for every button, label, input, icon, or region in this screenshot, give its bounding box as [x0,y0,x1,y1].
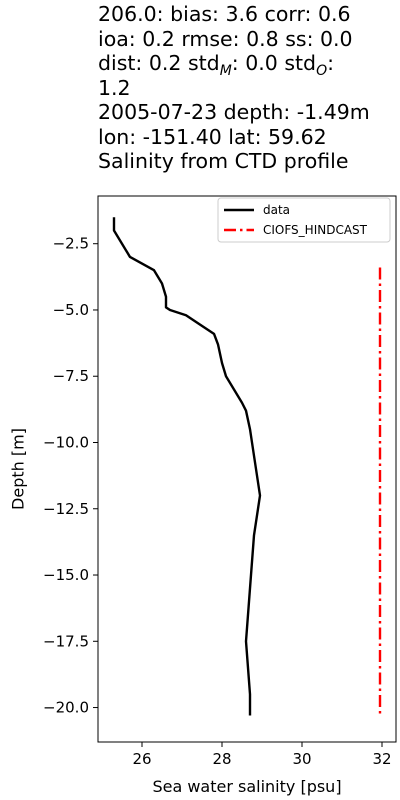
y-tick-label: −7.5 [53,367,89,385]
title-line: dist: 0.2 stdM: 0.0 stdO: [98,51,335,80]
title-line: 1.2 [98,75,131,100]
y-axis: −2.5 −5.0 −7.5 −10.0 −12.5 −15.0 −17.5 −20.0 [43,235,98,717]
series-data-line [112,217,262,716]
y-tick-label: −15.0 [43,566,89,584]
y-tick-label: −12.5 [43,500,89,518]
axes-frame [97,195,397,743]
title-line: 2005-07-23 depth: -1.49m [98,100,370,124]
x-axis: 26 28 30 32 [132,742,392,768]
x-tick-label: 26 [132,750,151,768]
chart-title: 206.0: bias: 3.6 corr: 0.6 ioa: 0.2 rmse:… [98,2,398,174]
y-tick-label: −20.0 [43,699,89,717]
title-line: ioa: 0.2 rmse: 0.8 ss: 0.0 [98,26,353,51]
title-line: lon: -151.40 lat: 59.62 [98,124,327,149]
y-tick-label: −2.5 [53,235,89,253]
title-line: Salinity from CTD profile [98,149,349,173]
legend-box [217,197,391,243]
y-axis-label: Depth [m] [9,428,28,510]
y-tick-label: −17.5 [43,632,89,650]
x-tick-label: 30 [292,750,311,768]
x-tick-label: 28 [212,750,231,768]
legend-label: CIOFS_HINDCAST [263,223,368,237]
x-tick-label: 32 [372,750,391,768]
plot-area [112,217,382,716]
y-tick-label: −10.0 [43,433,89,451]
title-line: 206.0: bias: 3.6 corr: 0.6 [98,2,351,26]
y-tick-label: −5.0 [53,301,89,319]
legend: data CIOFS_HINDCAST [217,197,391,243]
x-axis-label: Sea water salinity [psu] [152,777,341,796]
legend-label: data [263,203,290,217]
